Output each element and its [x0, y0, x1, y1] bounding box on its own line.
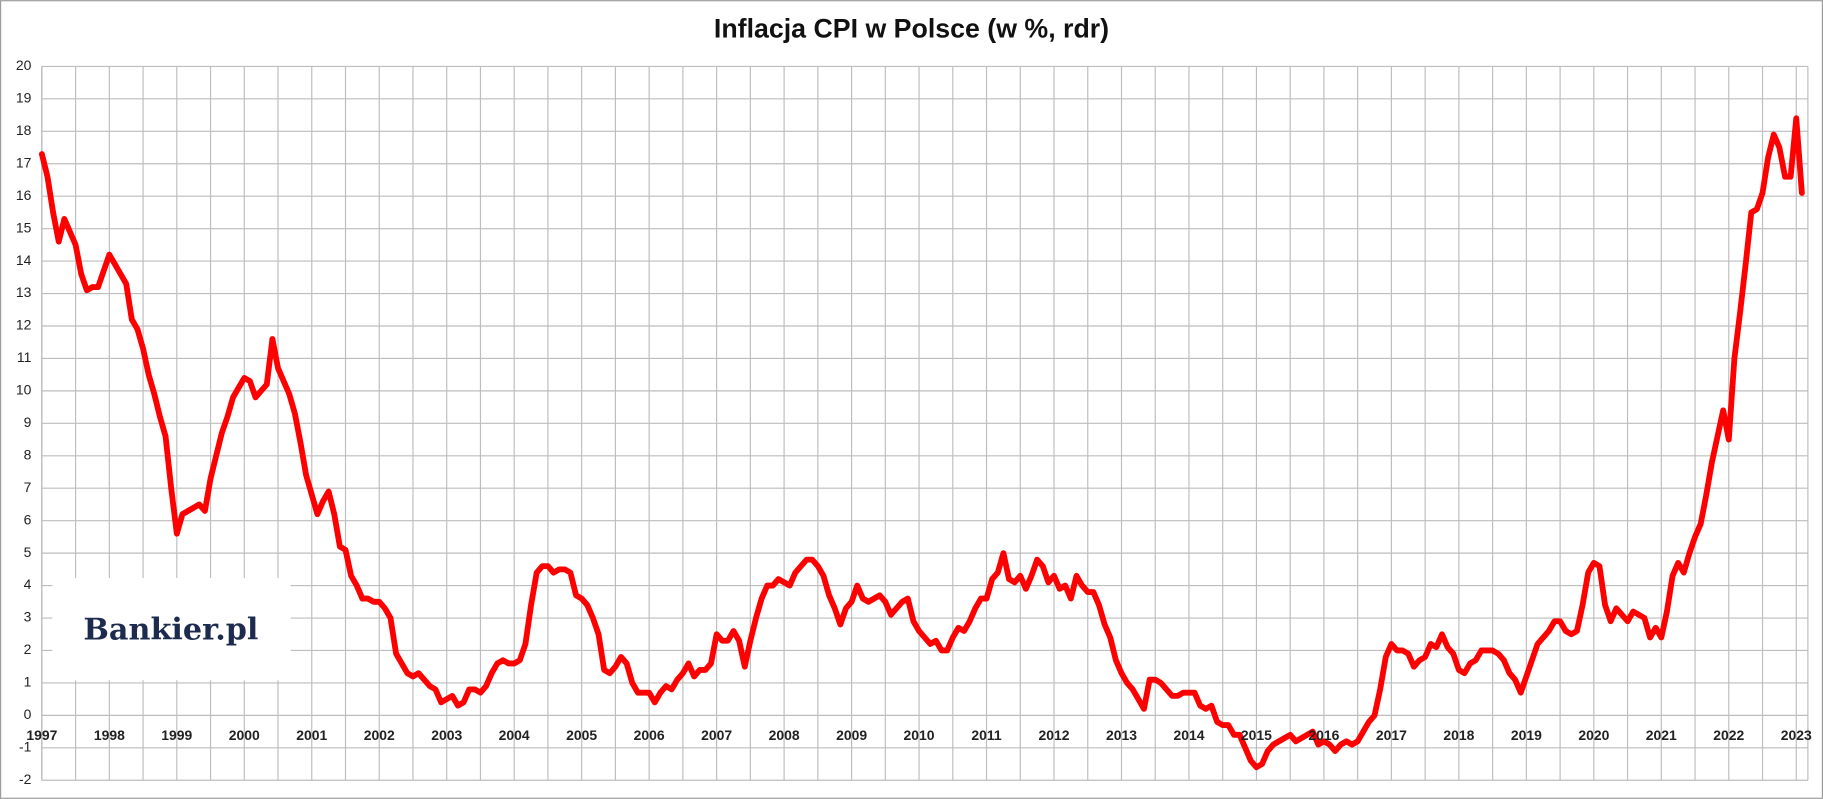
x-tick-label: 2009	[836, 727, 867, 743]
x-tick-label: 2018	[1443, 727, 1474, 743]
x-tick-label: 2017	[1376, 727, 1407, 743]
x-tick-label: 2003	[431, 727, 462, 743]
x-tick-label: 2015	[1241, 727, 1272, 743]
x-tick-label: 2004	[499, 727, 530, 743]
y-tick-label: 3	[24, 609, 32, 625]
x-tick-label: 2006	[634, 727, 665, 743]
x-tick-label: 2014	[1173, 727, 1204, 743]
x-tick-label: 2011	[971, 727, 1001, 743]
y-tick-label: 14	[16, 252, 32, 268]
x-tick-label: 2022	[1713, 727, 1744, 743]
x-tick-label: 2021	[1646, 727, 1677, 743]
y-tick-label: 11	[17, 349, 32, 365]
y-tick-label: -1	[19, 739, 32, 755]
x-tick-label: 2013	[1106, 727, 1137, 743]
x-tick-label: 2010	[904, 727, 935, 743]
x-tick-label: 2012	[1039, 727, 1070, 743]
y-tick-label: 2	[24, 641, 32, 657]
y-tick-label: 0	[24, 706, 32, 722]
y-tick-label: 4	[24, 576, 32, 592]
y-tick-label: 1	[24, 674, 32, 690]
y-tick-label: 7	[24, 479, 32, 495]
y-tick-label: 5	[24, 544, 32, 560]
x-tick-label: 2016	[1308, 727, 1339, 743]
x-tick-label: 2019	[1511, 727, 1542, 743]
y-tick-label: 19	[16, 90, 32, 106]
line	[38, 115, 1805, 771]
chart-title: Inflacja CPI w Polsce (w %, rdr)	[714, 13, 1109, 43]
x-tick-label: 1998	[94, 727, 125, 743]
y-tick-label: 16	[16, 187, 32, 203]
y-tick-label: 6	[24, 511, 32, 527]
x-tick-label: 2020	[1578, 727, 1609, 743]
logo: Bankier.pl	[52, 577, 291, 681]
x-tick-label: 2000	[229, 727, 260, 743]
y-tick-label: 20	[16, 57, 32, 73]
y-tick-label: 13	[16, 284, 32, 300]
x-tick-label: 2008	[769, 727, 800, 743]
y-tick-label: 8	[24, 446, 32, 462]
x-tick-label: 2005	[566, 727, 597, 743]
logo-box	[52, 577, 291, 681]
y-tick-label: -2	[19, 771, 32, 787]
y-tick-label: 9	[24, 414, 32, 430]
x-tick-label: 2001	[296, 727, 327, 743]
x-tick-label: 2007	[701, 727, 732, 743]
x-tick-label: 1999	[161, 727, 192, 743]
y-tick-label: 10	[16, 382, 32, 398]
y-tick-label: 18	[16, 122, 32, 138]
x-tick-label: 1997	[26, 727, 57, 743]
x-tick-label: 2002	[364, 727, 395, 743]
plot	[38, 115, 1805, 771]
y-tick-label: 17	[16, 154, 32, 170]
watermark: Bankier.pl	[83, 612, 258, 647]
x-tick-label: 2023	[1781, 727, 1812, 743]
y-tick-label: 15	[16, 219, 32, 235]
y-tick-label: 12	[16, 317, 32, 333]
